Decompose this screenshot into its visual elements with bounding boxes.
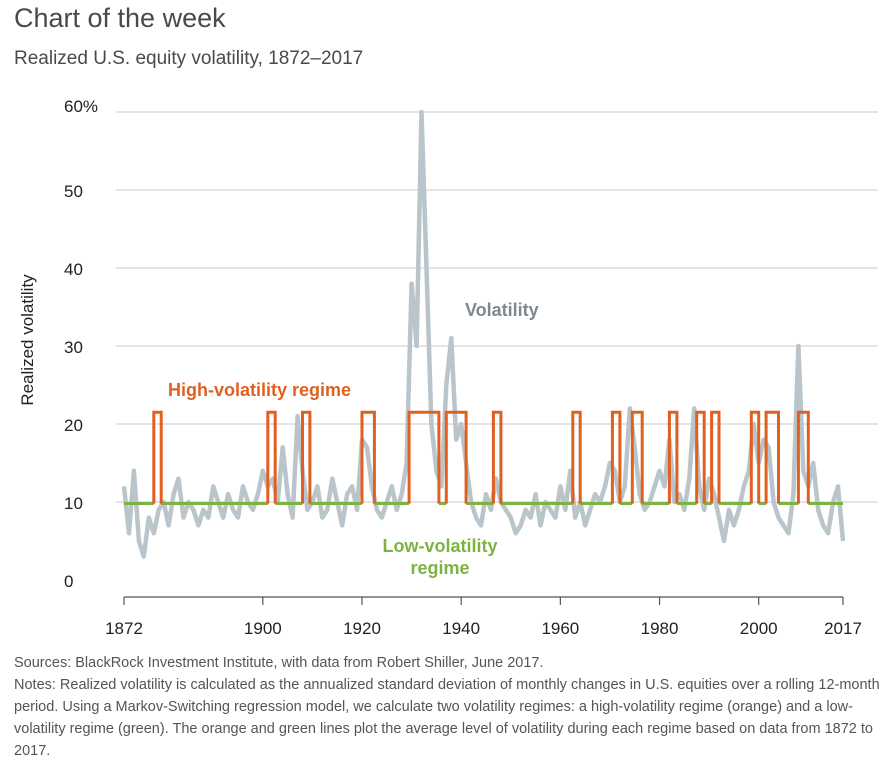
y-tick-label-0: 0 xyxy=(64,572,73,591)
high-regime-period-10 xyxy=(630,410,644,504)
high-regime-period-12 xyxy=(695,410,706,504)
high-regime-period-6 xyxy=(444,410,468,504)
methodology-note: Notes: Realized volatility is calculated… xyxy=(14,677,880,759)
y-tick-label-60: 60% xyxy=(64,97,98,116)
high-regime-period-7 xyxy=(491,410,503,504)
high-regime-period-3 xyxy=(301,410,312,504)
chart-subtitle: Realized U.S. equity volatility, 1872–20… xyxy=(14,48,364,69)
x-tick-label-1872: 1872 xyxy=(105,619,143,638)
y-axis-label: Realized volatility xyxy=(18,274,37,406)
high-regime-period-14 xyxy=(749,410,761,504)
y-tick-label-50: 50 xyxy=(64,182,83,201)
y-tick-label-10: 10 xyxy=(64,494,83,513)
y-tick-label-40: 40 xyxy=(64,260,83,279)
sources-note: Sources: BlackRock Investment Institute,… xyxy=(14,655,544,671)
volatility-chart: 0 10 20 30 40 50 60% 1872 1900 1920 1940 1960 1980 20… xyxy=(18,97,878,638)
x-tick-label-1940: 1940 xyxy=(442,619,480,638)
x-tick-label-1900: 1900 xyxy=(244,619,282,638)
y-tick-label-30: 30 xyxy=(64,338,83,357)
footnotes: Sources: BlackRock Investment Institute,… xyxy=(14,652,880,762)
high-regime-period-2 xyxy=(266,410,277,504)
high-regime-period-11 xyxy=(667,410,679,504)
high-regime-period-9 xyxy=(610,410,622,504)
high-regime-period-13 xyxy=(710,410,721,504)
volatility-annotation: Volatility xyxy=(465,300,539,320)
low-regime-annotation-line2: regime xyxy=(410,558,469,578)
x-tick-label-1920: 1920 xyxy=(343,619,381,638)
page-title: Chart of the week xyxy=(14,3,226,33)
high-regime-period-16 xyxy=(796,410,810,504)
volatility-line xyxy=(121,109,846,559)
high-regime-period-15 xyxy=(764,410,780,504)
high-regime-period-5 xyxy=(407,410,441,504)
high-regime-annotation: High-volatility regime xyxy=(168,380,351,400)
x-tick-label-2000: 2000 xyxy=(740,619,778,638)
y-tick-label-20: 20 xyxy=(64,416,83,435)
x-tick-label-1980: 1980 xyxy=(641,619,679,638)
high-regime-period-4 xyxy=(360,410,376,504)
high-regime-period-1 xyxy=(152,410,163,504)
low-regime-annotation-line1: Low-volatility xyxy=(382,536,497,556)
x-tick-label-2017: 2017 xyxy=(824,619,862,638)
x-tick-label-1960: 1960 xyxy=(541,619,579,638)
high-regime-period-8 xyxy=(571,410,582,504)
